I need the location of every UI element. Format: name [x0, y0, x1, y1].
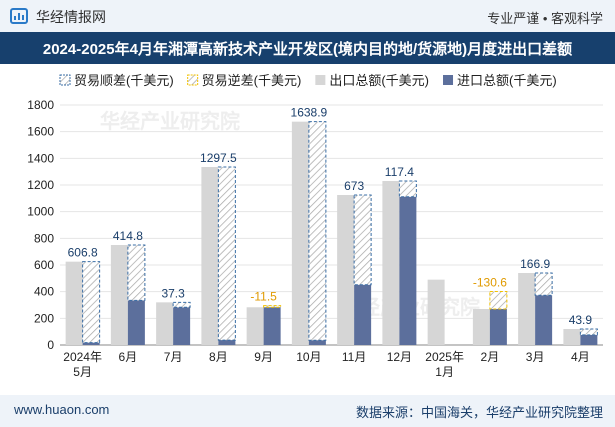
y-tick-label: 800	[34, 231, 54, 245]
y-tick-label: 200	[34, 311, 54, 325]
data-label: 606.8	[68, 246, 98, 260]
x-tick-label: 2024年	[63, 350, 102, 364]
import-bar	[218, 340, 236, 345]
data-label: -11.5	[250, 290, 277, 304]
import-bar	[263, 305, 281, 345]
export-bar	[382, 181, 400, 345]
data-label: 1297.5	[200, 151, 237, 165]
data-label: -130.6	[473, 276, 507, 290]
surplus-bar	[82, 261, 101, 344]
export-bar	[291, 121, 309, 345]
import-bar	[173, 307, 191, 345]
surplus-bar	[172, 301, 191, 308]
import-bar	[127, 300, 145, 345]
export-bar	[156, 302, 174, 345]
chart-title: 2024-2025年4月年湘潭高新技术产业开发区(境内目的地/货源地)月度进出口…	[42, 41, 573, 58]
logo-icon	[10, 8, 28, 24]
deficit-bar	[489, 291, 508, 310]
import-bar	[308, 340, 326, 345]
x-tick-label: 8月	[209, 350, 228, 364]
legend-label: 贸易逆差(千美元)	[202, 73, 302, 88]
x-tick-label: 2月	[481, 350, 500, 364]
surplus-bar	[579, 328, 598, 336]
y-tick-label: 600	[34, 258, 54, 272]
surplus-bar	[127, 244, 146, 301]
data-label: 166.9	[520, 257, 550, 271]
export-bar	[472, 309, 490, 345]
import-bar	[82, 342, 100, 345]
y-tick-label: 1200	[27, 178, 54, 192]
x-tick-label: 6月	[119, 350, 138, 364]
export-bar	[246, 307, 264, 345]
surplus-bar	[398, 180, 417, 198]
deficit-bar	[263, 305, 282, 308]
legend-swatch-export	[315, 75, 326, 85]
x-tick-label: 1月	[435, 365, 454, 379]
legend-label: 出口总额(千美元)	[329, 73, 429, 88]
surplus-bar	[534, 272, 553, 296]
watermark: 华经产业研究院	[100, 109, 240, 133]
export-bar	[427, 279, 445, 345]
data-source: 数据来源：中国海关，华经产业研究院整理	[355, 405, 603, 420]
site-link[interactable]: www.huaon.com	[14, 402, 110, 417]
surplus-bar	[217, 166, 236, 341]
export-bar	[337, 195, 355, 345]
surplus-bar	[353, 194, 372, 286]
export-bar	[201, 167, 219, 345]
x-tick-label: 10月	[296, 350, 321, 364]
export-bar	[518, 273, 536, 345]
x-tick-label: 2025年	[425, 350, 464, 364]
surplus-bar	[308, 121, 327, 341]
data-label: 43.9	[569, 313, 593, 327]
title-bar: 2024-2025年4月年湘潭高新技术产业开发区(境内目的地/货源地)月度进出口…	[0, 32, 615, 64]
x-tick-label: 11月	[342, 350, 366, 364]
x-tick-label: 12月	[387, 350, 412, 364]
import-bar	[535, 295, 553, 345]
export-bar	[110, 245, 128, 345]
footer-bar: www.huaon.com 数据来源：中国海关，华经产业研究院整理	[0, 395, 615, 427]
brand-name: 华经情报网	[36, 9, 106, 25]
y-tick-label: 1400	[27, 151, 54, 165]
tagline: 专业严谨 • 客观科学	[487, 11, 603, 26]
y-tick-label: 1000	[27, 205, 54, 219]
legend-swatch-deficit	[187, 74, 199, 86]
y-tick-label: 0	[47, 338, 54, 352]
import-bar	[399, 196, 417, 345]
legend-swatch-import	[443, 75, 454, 85]
data-label: 673	[344, 179, 364, 193]
import-bar	[354, 284, 372, 345]
x-tick-label: 3月	[526, 350, 545, 364]
import-bar	[580, 334, 598, 345]
data-label: 37.3	[161, 286, 185, 300]
data-label: 1638.9	[291, 106, 328, 120]
x-tick-label: 4月	[571, 350, 590, 364]
y-tick-label: 1600	[27, 125, 54, 139]
legend-label: 进口总额(千美元)	[457, 73, 557, 88]
y-tick-label: 400	[34, 285, 54, 299]
legend-label: 贸易顺差(千美元)	[74, 73, 174, 88]
x-tick-label: 5月	[73, 365, 92, 379]
header-bar: 华经情报网 专业严谨 • 客观科学	[0, 0, 615, 32]
export-bar	[65, 261, 83, 345]
x-tick-label: 9月	[254, 350, 273, 364]
legend-swatch-surplus	[59, 74, 71, 86]
chart: 华经产业研究院华经产业研究院02004006008001000120014001…	[27, 73, 603, 379]
data-label: 117.4	[385, 165, 414, 179]
y-tick-label: 1800	[27, 98, 54, 112]
x-tick-label: 7月	[164, 350, 183, 364]
data-label: 414.8	[113, 229, 143, 243]
export-bar	[563, 329, 581, 345]
